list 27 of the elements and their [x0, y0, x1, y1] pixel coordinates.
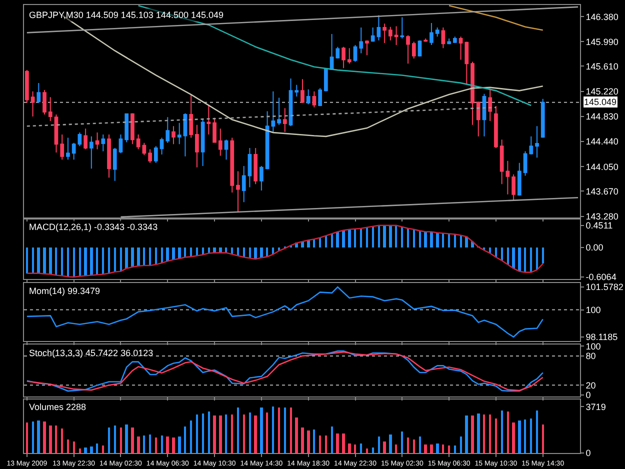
- y-tick-label: 0.4511: [586, 220, 613, 231]
- y-tick-label: 145.610: [586, 61, 618, 72]
- y-tick-label: -0.6064: [586, 272, 616, 282]
- y-tick-label: 145.990: [586, 36, 618, 47]
- chart-title: Stoch(13,3,3) 45.7422 36.0123: [29, 348, 154, 358]
- y-tick-label: 20: [586, 380, 596, 390]
- y-tick-label: 145.220: [586, 86, 618, 96]
- y-tick-label: 144.050: [586, 162, 618, 172]
- y-tick-label: 143.670: [586, 186, 618, 196]
- ref-line-label: 145.049: [584, 97, 617, 107]
- y-tick-label: 143.280: [586, 211, 618, 222]
- chart-title: Volumes 2288: [29, 402, 86, 412]
- text: GBPJPY,M30 144.509 145.103 144.500 145.049: [29, 10, 224, 20]
- y-tick-label: 144.830: [586, 112, 618, 122]
- y-tick-label: 80: [586, 351, 596, 362]
- y-tick-label: 0: [586, 390, 591, 400]
- y-tick-label: 101.5782: [586, 282, 624, 292]
- y-tick-label: 144.440: [586, 136, 618, 147]
- chart-title: MACD(12,26,1) -0.3343 -0.3343: [29, 222, 158, 232]
- y-tick-label: 3719: [586, 402, 606, 412]
- y-tick-label: 146.380: [586, 12, 618, 22]
- y-tick-label: 0: [586, 448, 591, 458]
- y-tick-label: 100: [586, 341, 601, 352]
- y-tick-label: 100: [586, 304, 601, 315]
- chart-title: Mom(14) 99.3479: [29, 286, 100, 296]
- y-tick-label: 0.00: [586, 242, 604, 253]
- y-tick-label: 98.1185: [586, 332, 618, 342]
